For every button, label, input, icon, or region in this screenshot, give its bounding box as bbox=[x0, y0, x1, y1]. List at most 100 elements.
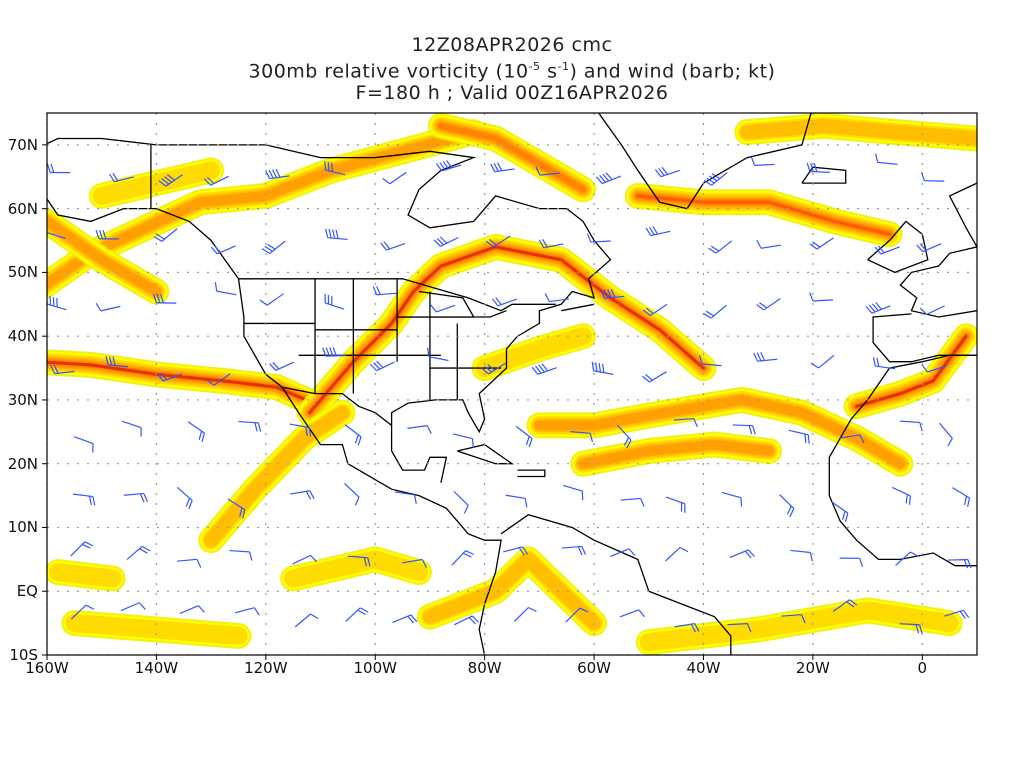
barb-feather bbox=[331, 229, 336, 239]
barb-feather bbox=[141, 545, 151, 552]
barb-staff bbox=[452, 433, 473, 440]
coastline bbox=[597, 113, 812, 210]
barb-feather bbox=[357, 436, 362, 446]
barb-feather bbox=[242, 509, 246, 519]
barb-feather bbox=[439, 236, 448, 244]
barb-feather bbox=[760, 352, 765, 361]
barb-feather bbox=[679, 546, 689, 553]
coastline bbox=[517, 469, 546, 478]
barb-feather bbox=[542, 238, 548, 248]
vorticity-contour bbox=[284, 550, 428, 588]
barb-feather bbox=[872, 357, 876, 367]
vorticity-band bbox=[526, 386, 914, 477]
wind-barb bbox=[732, 424, 756, 435]
barb-feather bbox=[595, 362, 598, 372]
barb-feather bbox=[433, 239, 441, 247]
barb-feather bbox=[153, 236, 163, 242]
barb-feather bbox=[305, 426, 308, 436]
coastline bbox=[47, 137, 612, 434]
barb-staff bbox=[453, 490, 469, 506]
barb-feather bbox=[753, 352, 759, 362]
barb-feather bbox=[748, 549, 755, 558]
barb-staff bbox=[813, 299, 834, 302]
barb-feather bbox=[267, 243, 276, 250]
barb-feather bbox=[410, 614, 418, 623]
barb-feather bbox=[535, 166, 541, 176]
barb-staff bbox=[513, 607, 529, 623]
title-line-1: 12Z08APR2026 cmc bbox=[411, 34, 613, 56]
barb-feather bbox=[626, 439, 632, 449]
wind-barb bbox=[179, 605, 205, 615]
wind-barb bbox=[123, 492, 149, 503]
barb-feather bbox=[497, 162, 503, 172]
vorticity-band bbox=[427, 113, 597, 203]
vorticity-contour bbox=[437, 122, 587, 193]
barb-feather bbox=[198, 431, 203, 440]
barb-staff bbox=[394, 491, 415, 496]
barb-staff bbox=[839, 434, 860, 439]
vorticity-band bbox=[416, 546, 608, 637]
barb-feather bbox=[920, 171, 925, 181]
wind-barb bbox=[95, 229, 119, 240]
wind-barb bbox=[806, 162, 830, 173]
barb-feather bbox=[376, 360, 384, 368]
barb-feather bbox=[324, 228, 329, 238]
barb-feather bbox=[577, 546, 583, 556]
barb-staff bbox=[389, 171, 407, 185]
wind-barb bbox=[452, 433, 474, 448]
barb-feather bbox=[382, 177, 391, 185]
lon-label: 20W bbox=[795, 659, 830, 677]
barb-staff bbox=[177, 558, 198, 562]
barb-feather bbox=[874, 246, 882, 255]
barb-staff bbox=[895, 551, 911, 566]
wind-barb bbox=[50, 364, 75, 375]
wind-barb bbox=[289, 423, 312, 437]
barb-feather bbox=[694, 623, 700, 632]
wind-barb bbox=[788, 429, 810, 444]
barb-staff bbox=[402, 558, 423, 564]
barb-staff bbox=[428, 356, 449, 362]
wind-barb bbox=[322, 347, 346, 357]
barb-staff bbox=[565, 607, 581, 623]
barb-feather bbox=[327, 161, 330, 172]
vorticity-band bbox=[47, 559, 126, 592]
barb-feather bbox=[471, 438, 474, 448]
barb-feather bbox=[534, 365, 542, 374]
barb-feather bbox=[525, 436, 530, 446]
wind-barb bbox=[203, 175, 229, 186]
barb-feather bbox=[756, 352, 762, 362]
barb-feather bbox=[522, 546, 529, 555]
vorticity-contour bbox=[422, 552, 602, 631]
barb-feather bbox=[645, 227, 652, 236]
barb-feather bbox=[139, 548, 148, 554]
barb-feather bbox=[868, 304, 876, 313]
barb-feather bbox=[740, 497, 743, 507]
wind-barb bbox=[839, 557, 864, 568]
barb-staff bbox=[673, 417, 694, 421]
barb-feather bbox=[272, 169, 278, 178]
barb-feather bbox=[185, 498, 191, 507]
barb-feather bbox=[602, 173, 610, 182]
barb-feather bbox=[690, 623, 696, 633]
lon-label: 120W bbox=[244, 659, 288, 677]
wind-barb bbox=[756, 298, 781, 311]
barb-feather bbox=[916, 244, 924, 253]
barb-feather bbox=[383, 241, 391, 250]
barb-feather bbox=[426, 347, 430, 357]
barb-feather bbox=[310, 554, 318, 563]
lat-label: 70N bbox=[7, 135, 38, 154]
wind-barb bbox=[294, 613, 319, 628]
barb-feather bbox=[524, 498, 528, 508]
lat-label: 20N bbox=[7, 454, 38, 473]
barb-feather bbox=[484, 365, 492, 373]
wind-barb bbox=[600, 288, 625, 299]
barb-feather bbox=[693, 418, 698, 428]
lat-label: 60N bbox=[7, 199, 38, 218]
wind-barb bbox=[426, 347, 449, 362]
wind-barb bbox=[544, 293, 570, 303]
barb-feather bbox=[786, 505, 792, 515]
barb-feather bbox=[108, 356, 113, 366]
wind-barb bbox=[839, 434, 865, 444]
barb-feather bbox=[485, 240, 494, 248]
coastline bbox=[801, 166, 847, 184]
